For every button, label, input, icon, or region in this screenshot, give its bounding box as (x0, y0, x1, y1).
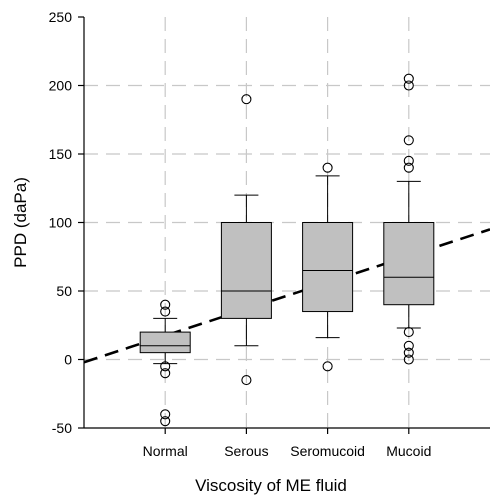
y-tick-label: 200 (49, 78, 73, 94)
box-mucoid (383, 73, 435, 365)
y-tick-label: -50 (52, 420, 72, 436)
y-tick-label: 100 (49, 215, 73, 231)
outlier-point (160, 416, 171, 427)
axes-layer (78, 16, 490, 434)
x-tick-label: Seromucoid (290, 443, 365, 459)
iqr-box (302, 222, 354, 313)
outlier-point (403, 162, 414, 173)
outlier-point (403, 73, 414, 84)
outlier-point (403, 155, 414, 166)
y-tick-label: 0 (64, 352, 72, 368)
x-tick-label: Mucoid (386, 443, 431, 459)
y-tick-label: 50 (56, 283, 72, 299)
box-seromucoid (302, 162, 354, 372)
outlier-point (160, 409, 171, 420)
box-normal (139, 299, 191, 427)
outlier-point (322, 361, 333, 372)
outlier-point (160, 368, 171, 379)
y-axis-title: PPD (daPa) (11, 177, 30, 268)
x-axis-title: Viscosity of ME fluid (195, 476, 347, 495)
y-tick-label: 250 (49, 9, 73, 25)
outlier-point (403, 80, 414, 91)
outlier-point (403, 347, 414, 358)
outlier-point (403, 340, 414, 351)
outlier-point (160, 306, 171, 317)
outlier-point (322, 162, 333, 173)
outlier-point (403, 327, 414, 338)
outlier-point (241, 374, 252, 386)
x-tick-label: Normal (143, 443, 188, 459)
iqr-box (220, 222, 272, 319)
outlier-point (241, 94, 252, 105)
outlier-point (403, 354, 414, 365)
label-layer: -50 0 50 100 150 200 250 Normal Serous Seromucoid… (11, 9, 431, 495)
outlier-point (160, 299, 171, 310)
iqr-box (139, 331, 191, 354)
x-tick-label: Serous (224, 443, 268, 459)
iqr-box (383, 222, 435, 306)
outlier-point (160, 361, 171, 372)
outlier-point (403, 135, 414, 146)
y-tick-label: 150 (49, 146, 73, 162)
box-layer (139, 73, 435, 427)
box-serous (220, 94, 272, 386)
